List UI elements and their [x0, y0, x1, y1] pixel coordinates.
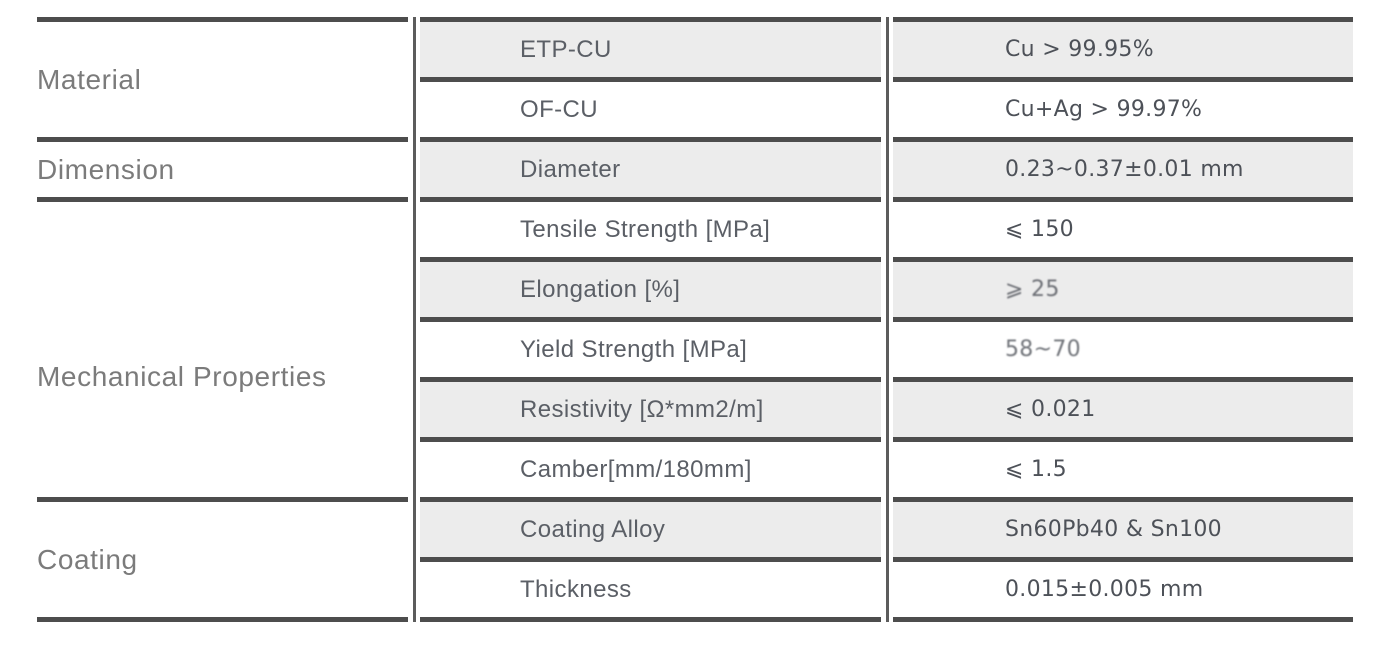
property-cell-thickness: Thickness — [420, 557, 881, 617]
value-text: Sn60Pb40 & Sn100 — [1005, 517, 1222, 542]
property-label: Elongation [%] — [520, 275, 681, 303]
category-column: Material Dimension Mechanical Properties… — [37, 17, 408, 622]
column-gap — [881, 17, 893, 622]
property-cell-yield-strength: Yield Strength [MPa] — [420, 317, 881, 377]
property-cell-etp-cu: ETP-CU — [420, 17, 881, 77]
category-cell-mechanical-properties: Mechanical Properties — [37, 197, 408, 497]
value-text: ⩽ 0.021 — [1005, 397, 1096, 422]
property-label: Yield Strength [MPa] — [520, 335, 748, 363]
property-label: Thickness — [520, 575, 632, 603]
property-label: Camber[mm/180mm] — [520, 455, 752, 483]
value-cell-resistivity: ⩽ 0.021 — [893, 377, 1353, 437]
value-text: 58~70 — [1005, 337, 1081, 362]
property-cell-tensile-strength: Tensile Strength [MPa] — [420, 197, 881, 257]
value-text: Cu+Ag > 99.97% — [1005, 97, 1203, 122]
value-cell-of-cu: Cu+Ag > 99.97% — [893, 77, 1353, 137]
category-label: Dimension — [37, 153, 175, 185]
value-cell-tensile-strength: ⩽ 150 — [893, 197, 1353, 257]
value-text: ⩽ 150 — [1005, 217, 1074, 242]
property-cell-coating-alloy: Coating Alloy — [420, 497, 881, 557]
property-label: ETP-CU — [520, 35, 612, 63]
category-cell-dimension: Dimension — [37, 137, 408, 197]
spec-table: Material Dimension Mechanical Properties… — [37, 17, 1353, 622]
property-column: ETP-CU OF-CU Diameter Tensile Strength [… — [420, 17, 881, 622]
value-cell-etp-cu: Cu > 99.95% — [893, 17, 1353, 77]
property-label: OF-CU — [520, 95, 598, 123]
property-label: Diameter — [520, 155, 621, 183]
value-cell-thickness: 0.015±0.005 mm — [893, 557, 1353, 617]
value-cell-camber: ⩽ 1.5 — [893, 437, 1353, 497]
category-cell-coating: Coating — [37, 497, 408, 617]
property-cell-resistivity: Resistivity [Ω*mm2/m] — [420, 377, 881, 437]
category-label: Mechanical Properties — [37, 360, 327, 392]
category-label: Coating — [37, 543, 138, 575]
value-cell-diameter: 0.23~0.37±0.01 mm — [893, 137, 1353, 197]
value-cell-coating-alloy: Sn60Pb40 & Sn100 — [893, 497, 1353, 557]
value-text: ⩾ 25 — [1005, 277, 1060, 302]
property-label: Tensile Strength [MPa] — [520, 215, 771, 243]
value-text: ⩽ 1.5 — [1005, 457, 1067, 482]
column-gap — [408, 17, 420, 622]
property-label: Resistivity [Ω*mm2/m] — [520, 395, 764, 423]
property-cell-of-cu: OF-CU — [420, 77, 881, 137]
value-cell-yield-strength: 58~70 — [893, 317, 1353, 377]
value-cell-elongation: ⩾ 25 — [893, 257, 1353, 317]
category-cell-material: Material — [37, 17, 408, 137]
value-column: Cu > 99.95% Cu+Ag > 99.97% 0.23~0.37±0.0… — [893, 17, 1353, 622]
vertical-divider-right — [885, 17, 889, 622]
property-cell-camber: Camber[mm/180mm] — [420, 437, 881, 497]
vertical-divider-left — [412, 17, 416, 622]
property-cell-diameter: Diameter — [420, 137, 881, 197]
value-text: 0.23~0.37±0.01 mm — [1005, 157, 1244, 182]
value-text: Cu > 99.95% — [1005, 37, 1154, 62]
value-text: 0.015±0.005 mm — [1005, 577, 1204, 602]
property-cell-elongation: Elongation [%] — [420, 257, 881, 317]
category-label: Material — [37, 63, 142, 95]
property-label: Coating Alloy — [520, 515, 666, 543]
